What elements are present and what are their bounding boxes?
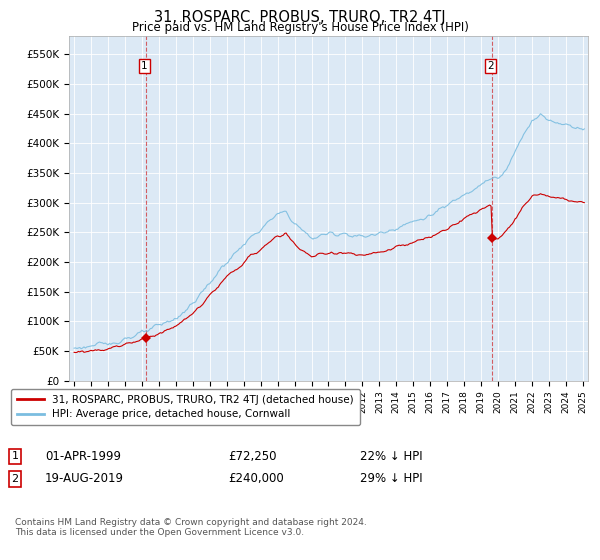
Text: Contains HM Land Registry data © Crown copyright and database right 2024.
This d: Contains HM Land Registry data © Crown c… bbox=[15, 518, 367, 538]
Text: 2: 2 bbox=[487, 61, 493, 71]
Text: 2: 2 bbox=[11, 474, 19, 484]
Text: 22% ↓ HPI: 22% ↓ HPI bbox=[360, 450, 422, 463]
Text: 1: 1 bbox=[11, 451, 19, 461]
Text: £240,000: £240,000 bbox=[228, 472, 284, 486]
Text: 19-AUG-2019: 19-AUG-2019 bbox=[45, 472, 124, 486]
Text: Price paid vs. HM Land Registry's House Price Index (HPI): Price paid vs. HM Land Registry's House … bbox=[131, 21, 469, 34]
Text: £72,250: £72,250 bbox=[228, 450, 277, 463]
Text: 1: 1 bbox=[141, 61, 148, 71]
Text: 31, ROSPARC, PROBUS, TRURO, TR2 4TJ: 31, ROSPARC, PROBUS, TRURO, TR2 4TJ bbox=[154, 10, 446, 25]
Legend: 31, ROSPARC, PROBUS, TRURO, TR2 4TJ (detached house), HPI: Average price, detach: 31, ROSPARC, PROBUS, TRURO, TR2 4TJ (det… bbox=[11, 389, 360, 426]
Text: 01-APR-1999: 01-APR-1999 bbox=[45, 450, 121, 463]
Text: 29% ↓ HPI: 29% ↓ HPI bbox=[360, 472, 422, 486]
